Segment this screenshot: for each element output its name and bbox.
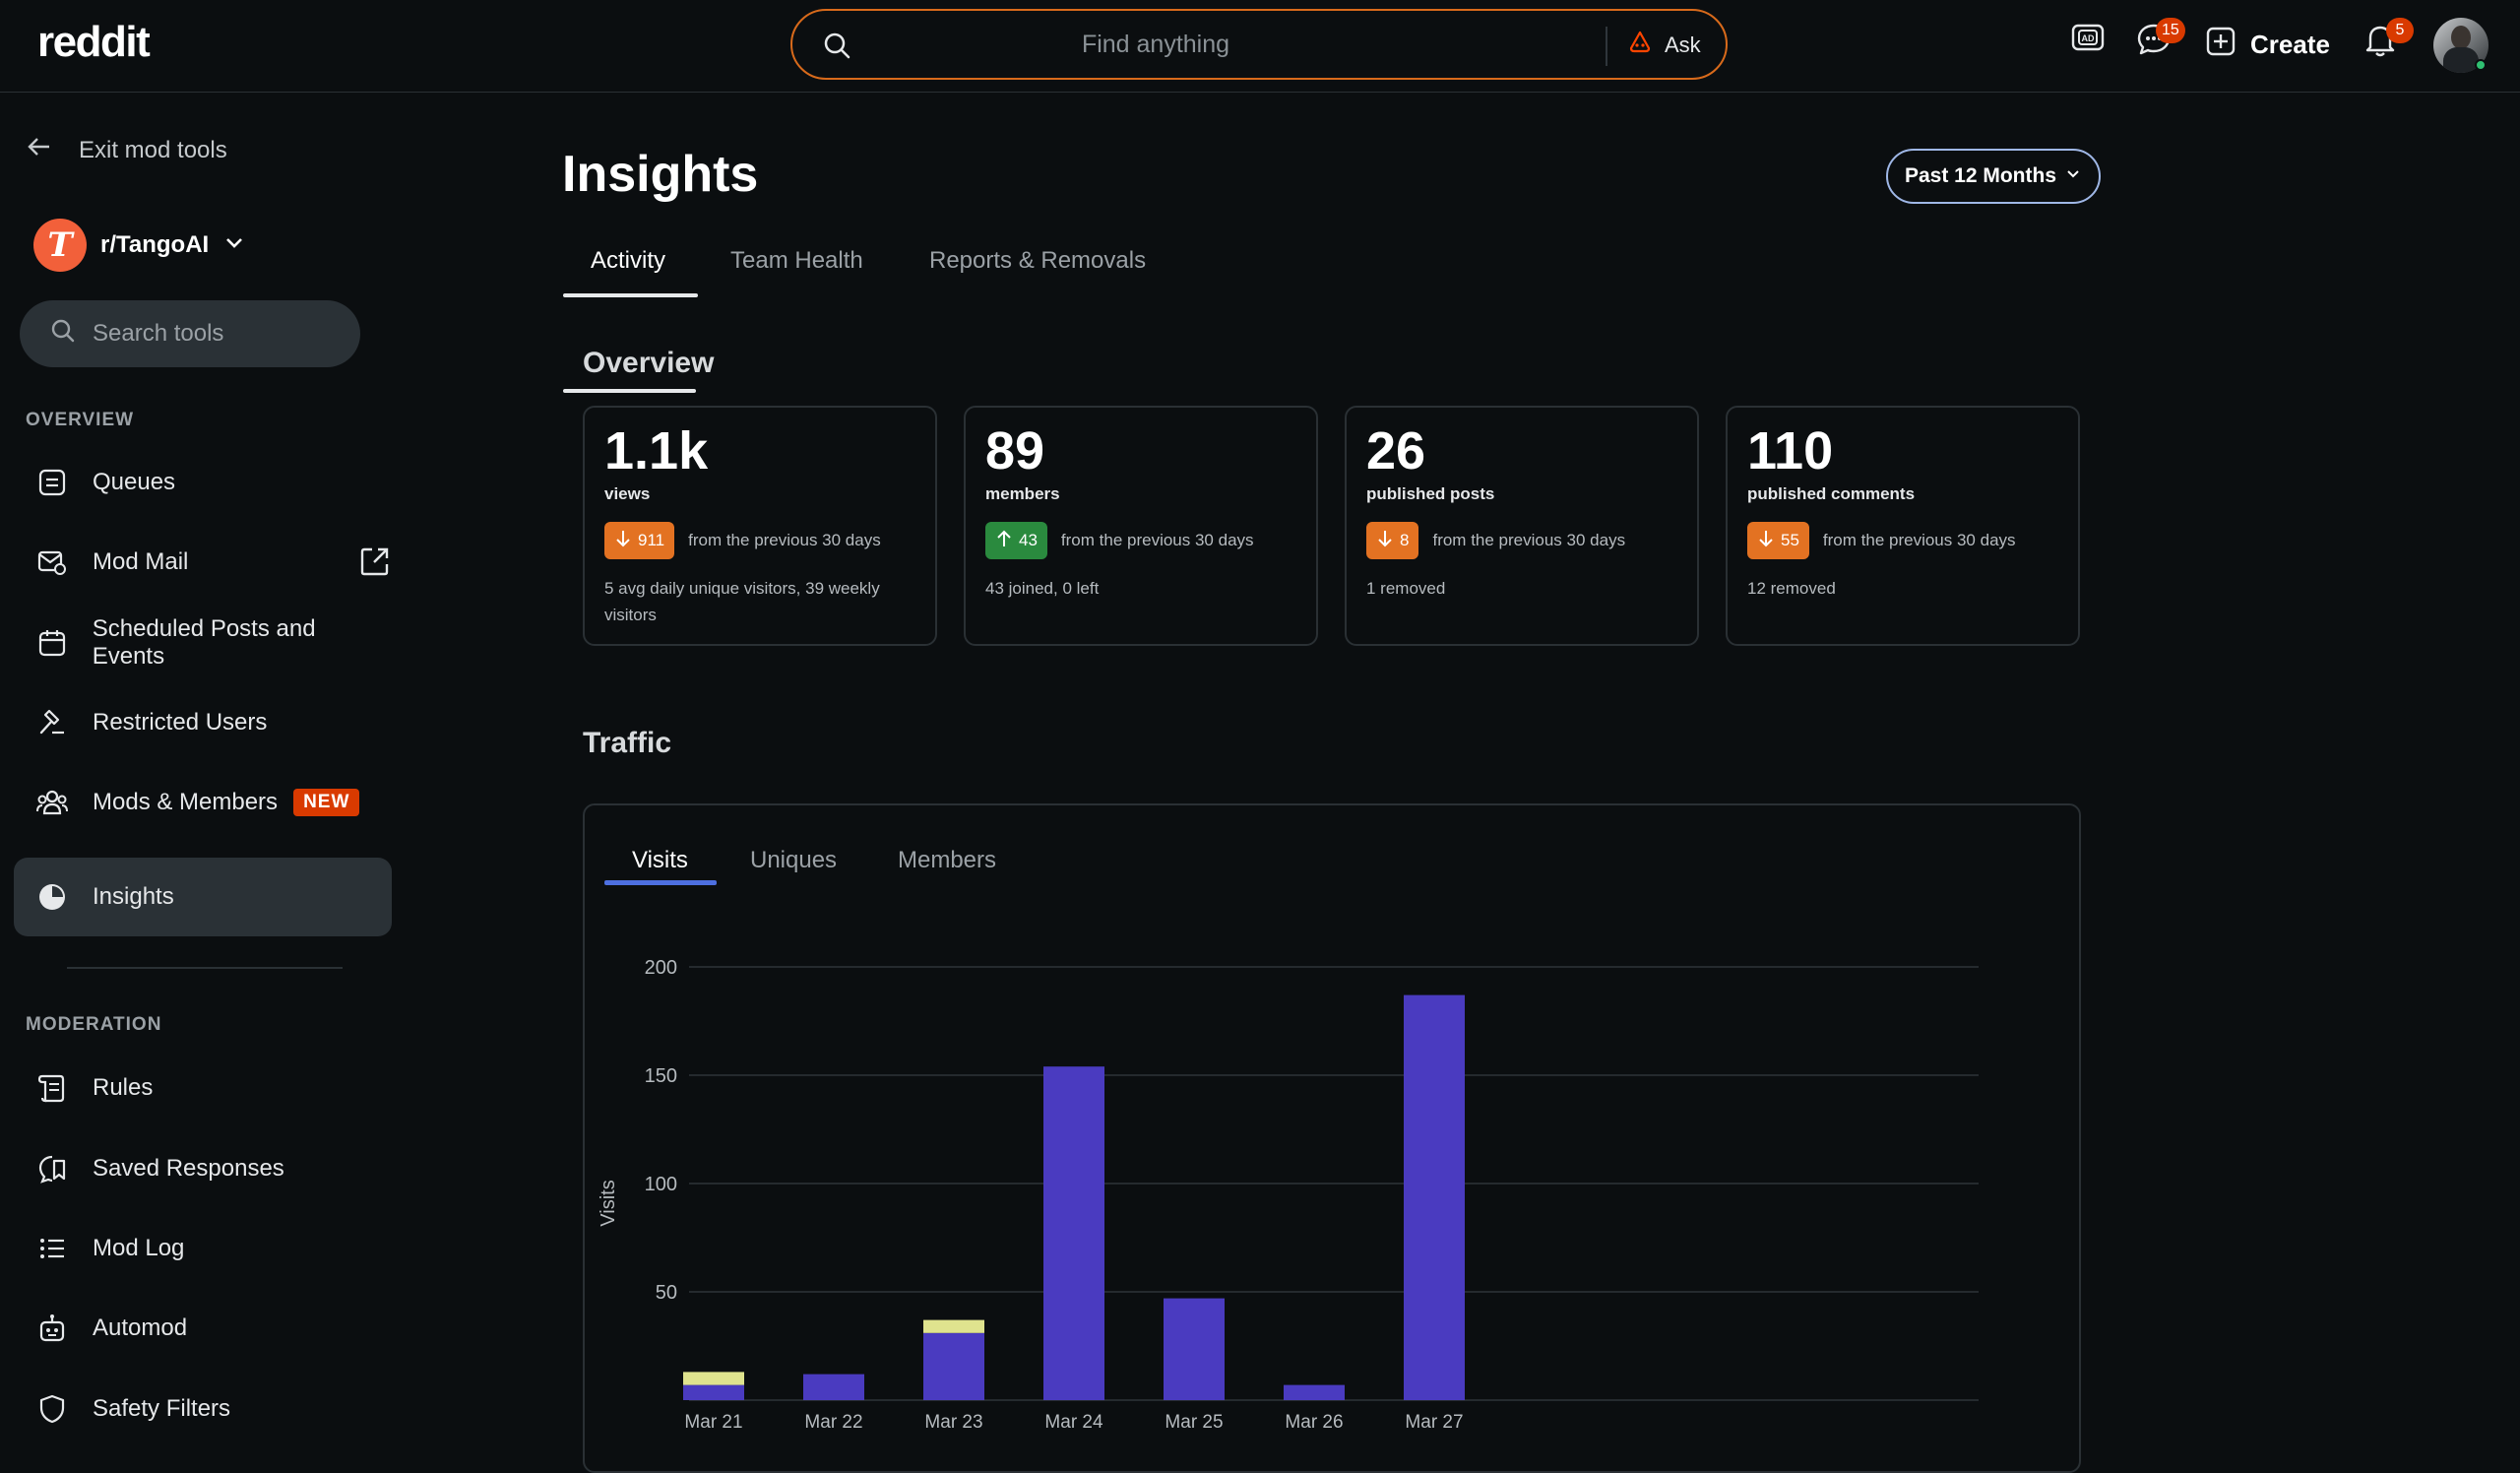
ask-button[interactable]: Ask bbox=[1627, 29, 1701, 62]
community-icon: T bbox=[33, 219, 87, 272]
sidebar-item-label: Queues bbox=[93, 469, 176, 495]
shield-icon bbox=[35, 1392, 69, 1426]
exit-mod-tools-link[interactable]: Exit mod tools bbox=[26, 133, 227, 167]
sidebar-item-mod-log[interactable]: Mod Log bbox=[14, 1209, 392, 1288]
sidebar-item-label: Mod Mail bbox=[93, 548, 189, 575]
sidebar-item-label: Automod bbox=[93, 1314, 188, 1341]
sidebar-item-mods-members[interactable]: Mods & Members NEW bbox=[14, 763, 392, 842]
ask-icon bbox=[1627, 30, 1653, 61]
tab-activity[interactable]: Activity bbox=[591, 247, 666, 274]
sidebar-item-restricted-users[interactable]: Restricted Users bbox=[14, 683, 392, 762]
search-icon bbox=[49, 317, 77, 352]
ad-icon[interactable]: AD bbox=[2069, 20, 2107, 62]
tab-reports-removals[interactable]: Reports & Removals bbox=[929, 247, 1147, 274]
sidebar-item-scheduled-posts[interactable]: Scheduled Posts and Events bbox=[14, 604, 392, 682]
sidebar-item-mod-mail[interactable]: Mod Mail bbox=[14, 523, 392, 602]
create-button[interactable]: Create bbox=[2205, 26, 2330, 64]
external-link-icon[interactable] bbox=[358, 544, 392, 585]
sidebar-divider bbox=[67, 967, 343, 969]
hammer-icon bbox=[35, 706, 69, 739]
mail-icon bbox=[35, 545, 69, 579]
date-range-dropdown[interactable]: Past 12 Months bbox=[1886, 149, 2101, 204]
community-switcher[interactable]: T r/TangoAI bbox=[33, 219, 246, 272]
scroll-icon bbox=[35, 1071, 69, 1105]
search-icon bbox=[822, 31, 853, 67]
sidebar-item-safety-filters[interactable]: Safety Filters bbox=[14, 1370, 392, 1448]
arrow-left-icon bbox=[26, 133, 53, 167]
moderation-section-label: MODERATION bbox=[26, 1014, 162, 1035]
sidebar-item-saved-responses[interactable]: Saved Responses bbox=[14, 1129, 392, 1208]
community-name: r/TangoAI bbox=[100, 231, 210, 258]
sidebar-item-label: Scheduled Posts and Events bbox=[92, 615, 316, 670]
chevron-down-icon bbox=[222, 230, 246, 261]
create-label: Create bbox=[2250, 30, 2330, 59]
exit-label: Exit mod tools bbox=[79, 136, 227, 163]
notification-badge: 5 bbox=[2386, 18, 2414, 43]
plus-square-icon bbox=[2205, 26, 2236, 64]
sidebar-item-automod[interactable]: Automod bbox=[14, 1289, 392, 1368]
page-title: Insights bbox=[562, 146, 759, 203]
top-bar: reddit Find anything Ask AD 15 Create 5 bbox=[0, 0, 2520, 93]
chevron-down-icon bbox=[2064, 164, 2082, 188]
overview-section-label: OVERVIEW bbox=[26, 410, 135, 430]
members-icon bbox=[35, 786, 69, 819]
ask-label: Ask bbox=[1665, 32, 1701, 57]
sidebar-item-label: Insights bbox=[93, 883, 174, 910]
sidebar-item-queues[interactable]: Queues bbox=[14, 443, 392, 522]
date-range-label: Past 12 Months bbox=[1904, 164, 2057, 187]
pie-chart-icon bbox=[35, 880, 69, 914]
calendar-icon bbox=[35, 626, 69, 660]
main-content: Insights Past 12 Months Activity Team He… bbox=[413, 94, 2520, 1434]
chat-badge: 15 bbox=[2156, 18, 2185, 43]
search-placeholder[interactable]: Find anything bbox=[1081, 31, 1230, 58]
sidebar-item-label: Mod Log bbox=[93, 1235, 185, 1261]
sidebar-item-label: Safety Filters bbox=[93, 1395, 231, 1422]
tab-team-health[interactable]: Team Health bbox=[730, 247, 863, 274]
sidebar-item-rules[interactable]: Rules bbox=[14, 1049, 392, 1127]
sidebar-item-label: Rules bbox=[93, 1074, 154, 1101]
list-icon bbox=[35, 1232, 69, 1265]
search-divider bbox=[1606, 27, 1607, 66]
queue-icon bbox=[35, 466, 69, 499]
search-tools-placeholder: Search tools bbox=[93, 320, 224, 347]
sidebar-item-insights[interactable]: Insights bbox=[14, 858, 392, 936]
mod-sidebar: Exit mod tools T r/TangoAI Search tools … bbox=[0, 94, 413, 1434]
active-tab-indicator bbox=[563, 389, 696, 393]
sidebar-item-label: Saved Responses bbox=[93, 1155, 284, 1182]
global-search-bar[interactable]: Find anything Ask bbox=[790, 9, 1728, 80]
search-tools-input[interactable]: Search tools bbox=[20, 300, 360, 367]
saved-response-icon bbox=[35, 1152, 69, 1185]
sidebar-item-label: Mods & Members bbox=[93, 789, 279, 815]
online-status-dot bbox=[2475, 59, 2487, 71]
reddit-logo[interactable]: reddit bbox=[37, 18, 151, 66]
robot-icon bbox=[35, 1312, 69, 1345]
new-badge: NEW bbox=[293, 789, 360, 816]
sidebar-item-label: Restricted Users bbox=[93, 709, 268, 736]
svg-text:AD: AD bbox=[2082, 33, 2095, 43]
user-avatar[interactable] bbox=[2433, 18, 2488, 73]
